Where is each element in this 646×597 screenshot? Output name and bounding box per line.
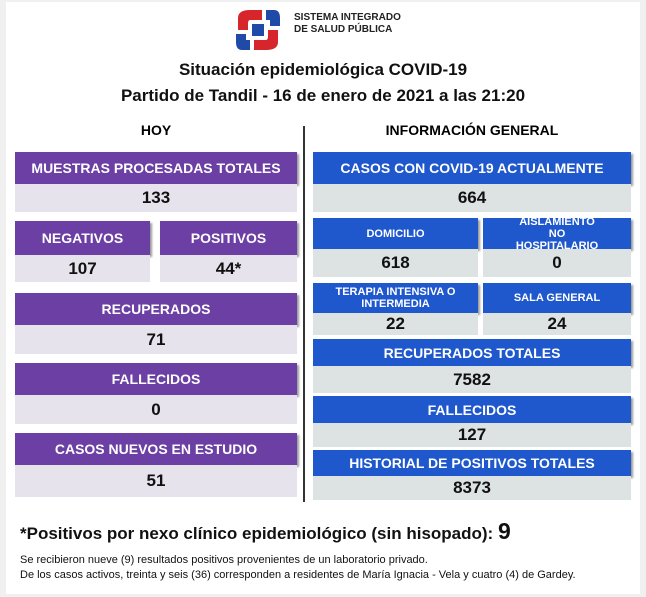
nexo-line: *Positivos por nexo clínico epidemiológi… [20,518,511,545]
label: POSITIVOS [160,221,297,255]
label: CASOS NUEVOS EN ESTUDIO [15,433,297,465]
label: FALLECIDOS [15,363,297,395]
title: Situación epidemiológica COVID-19 [178,60,468,79]
value: 44* [160,255,297,282]
org-line: DE SALUD PÚBLICA [294,24,393,35]
subtitle: Partido de Tandil - 16 de enero de 2021 … [120,86,526,105]
value: 8373 [313,476,631,500]
note: De los casos activos, treinta y seis (36… [20,569,576,581]
value: 618 [313,249,478,277]
value: 127 [313,423,631,447]
label: HISTORIAL DE POSITIVOS TOTALES [313,450,631,476]
label: SALA GENERAL [483,283,631,313]
value: 133 [15,184,297,212]
column-heading: HOY [140,122,172,138]
note: Se recibieron nueve (9) resultados posit… [20,554,428,566]
org-name: SISTEMA INTEGRADO DE SALUD PÚBLICA [294,12,401,36]
value: 107 [15,255,150,282]
column-heading: INFORMACIÓN GENERAL [385,122,559,138]
value: 22 [313,313,478,335]
value: 664 [313,184,631,212]
logo [236,10,280,50]
label: DOMICILIO [313,218,478,249]
value: 7582 [313,366,631,393]
value: 0 [15,395,297,424]
value: 51 [15,465,297,497]
divider [303,126,305,502]
org-line: SISTEMA INTEGRADO [294,12,401,23]
value: 0 [483,249,631,277]
label: MUESTRAS PROCESADAS TOTALES [15,152,297,184]
label: AISLAMIENTO NO HOSPITALARIO [483,216,631,252]
label: FALLECIDOS [313,396,631,423]
label: RECUPERADOS [15,293,297,325]
label: TERAPIA INTENSIVA O INTERMEDIA [313,283,478,313]
label: RECUPERADOS TOTALES [313,339,631,366]
panel: SISTEMA INTEGRADO DE SALUD PÚBLICA Situa… [6,2,640,594]
nexo-value: 9 [497,518,511,544]
label: CASOS CON COVID-19 ACTUALMENTE [313,152,631,184]
nexo-label: *Positivos por nexo clínico epidemiológi… [20,524,494,543]
label: NEGATIVOS [15,221,150,255]
value: 24 [483,313,631,335]
value: 71 [15,325,297,354]
